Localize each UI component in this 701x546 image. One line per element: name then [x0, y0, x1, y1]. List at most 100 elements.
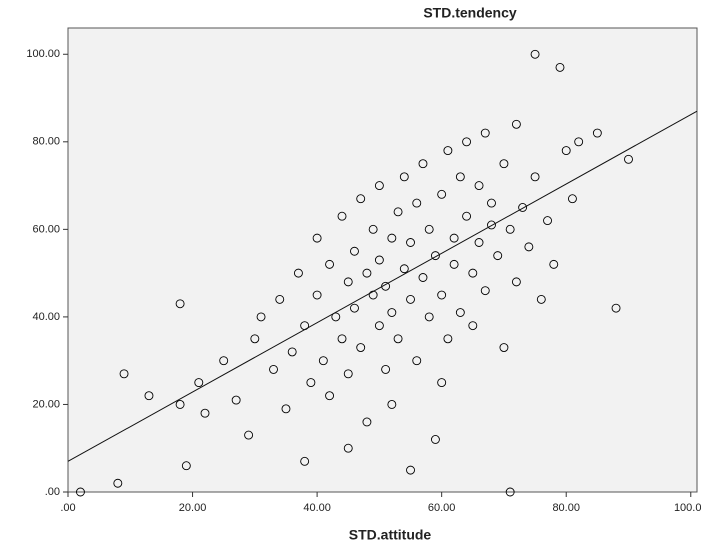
point [505, 487, 515, 497]
y-tick-label: 80.00 [32, 136, 60, 148]
point [443, 334, 453, 344]
point [256, 312, 266, 322]
point [393, 207, 403, 217]
point [343, 277, 353, 287]
point [480, 128, 490, 138]
y-tick-label: 60.00 [32, 223, 60, 235]
x-tick-label: 40.00 [303, 502, 331, 514]
point [555, 62, 565, 72]
point [337, 211, 347, 221]
point [611, 303, 621, 313]
point [561, 146, 571, 156]
point [219, 356, 229, 366]
point [493, 251, 503, 261]
chart-title: STD.tendency [423, 5, 517, 21]
point [543, 216, 552, 226]
point [487, 198, 496, 208]
point [474, 181, 484, 191]
point [293, 268, 303, 278]
point [499, 159, 509, 169]
point [524, 242, 534, 252]
point [374, 321, 384, 331]
point [437, 290, 447, 300]
x-tick-label: 80.00 [552, 502, 580, 514]
point [406, 465, 415, 475]
point [549, 259, 559, 269]
point [113, 478, 123, 488]
point [592, 128, 602, 138]
point [430, 251, 440, 261]
point [399, 264, 409, 274]
y-tick-label: 20.00 [32, 398, 60, 410]
x-tick-label: 20.00 [179, 502, 207, 514]
point [350, 246, 359, 256]
point [325, 259, 335, 269]
y-tick-label: 100.00 [26, 48, 60, 60]
point [343, 369, 353, 379]
point [337, 334, 347, 344]
point [468, 321, 478, 331]
y-tick-label: .00 [45, 486, 60, 498]
point [412, 356, 422, 366]
fit-line [67, 110, 698, 462]
point [300, 456, 310, 466]
point [418, 159, 428, 169]
point [312, 233, 322, 243]
point [362, 268, 372, 278]
x-tick-label: 100.00 [674, 502, 701, 514]
point [325, 391, 335, 401]
point [76, 487, 85, 497]
point [499, 343, 509, 352]
point [200, 408, 210, 418]
point [487, 220, 496, 230]
point [399, 172, 409, 182]
point [437, 189, 447, 199]
point [306, 378, 316, 388]
point [387, 308, 397, 317]
point [536, 294, 546, 304]
point [374, 181, 384, 191]
point [393, 334, 403, 344]
point [418, 273, 428, 282]
x-axis-label: STD.attitude [349, 527, 432, 543]
point [269, 364, 278, 374]
point [231, 395, 241, 405]
point [406, 238, 415, 247]
point [430, 435, 440, 444]
point [368, 224, 378, 234]
point [362, 417, 372, 427]
point [381, 364, 391, 374]
point [424, 224, 434, 234]
point [468, 268, 478, 278]
point [318, 356, 328, 366]
point [443, 146, 453, 156]
point [374, 255, 384, 265]
point [281, 404, 291, 414]
point [462, 137, 472, 147]
point [331, 312, 341, 322]
point [449, 259, 459, 269]
plot-area [67, 27, 698, 493]
x-tick-label: 60.00 [428, 502, 456, 514]
point [455, 172, 465, 182]
point [518, 203, 528, 212]
point [175, 400, 185, 409]
point [474, 238, 484, 247]
point [144, 391, 154, 401]
y-tick-label: 40.00 [32, 311, 60, 323]
point [624, 154, 633, 164]
point [530, 49, 540, 59]
point [574, 137, 584, 147]
point [455, 308, 465, 317]
point [350, 303, 359, 313]
point [312, 290, 322, 300]
point [250, 334, 260, 344]
point [505, 224, 515, 234]
point [387, 400, 397, 409]
point [462, 211, 472, 221]
point [387, 233, 397, 243]
point [511, 119, 521, 129]
point [275, 294, 285, 304]
point [194, 378, 204, 388]
